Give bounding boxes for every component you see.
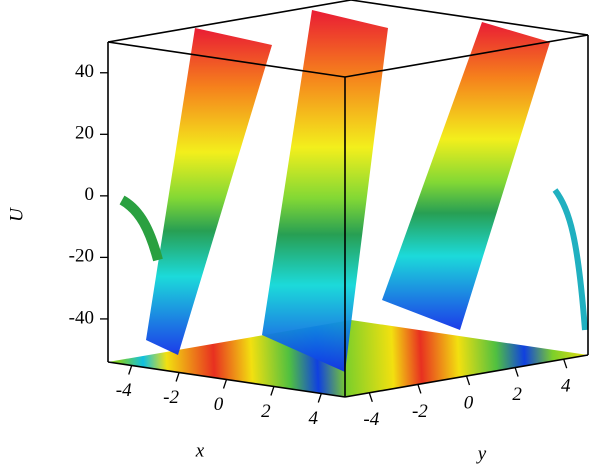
box-edge — [344, 34, 589, 78]
surface-shoulder — [119, 195, 163, 262]
x-tick — [222, 379, 228, 389]
axes-box — [107, 0, 589, 398]
z-tick-label: 20 — [75, 123, 94, 144]
x-tick — [270, 386, 275, 396]
z-tick-label: -20 — [69, 246, 94, 267]
x-tick-label: -4 — [116, 380, 132, 401]
box-edge — [107, 41, 346, 78]
y-axis-label: y — [476, 443, 487, 464]
z-tick-label: 40 — [75, 61, 94, 82]
x-tick-label: 4 — [309, 408, 319, 429]
y-tick — [417, 384, 422, 394]
surface-sheet — [382, 22, 550, 330]
y-tick — [368, 392, 373, 403]
x-tick-label: 0 — [214, 394, 224, 415]
z-tick-label: -40 — [69, 307, 94, 328]
z-axis-label: U — [6, 207, 27, 222]
x-tick-label: 2 — [261, 401, 271, 422]
y-tick — [465, 375, 471, 386]
y-tick-label: 4 — [561, 376, 571, 397]
surface-sheet — [146, 28, 272, 355]
x-tick-label: -2 — [163, 387, 179, 408]
y-tick-label: 0 — [464, 392, 474, 413]
y-tick-label: 2 — [512, 384, 522, 405]
x-axis-label: x — [195, 440, 205, 461]
x-tick — [175, 372, 180, 382]
x-tick — [317, 393, 322, 403]
floor-contour — [108, 320, 588, 397]
y-tick — [514, 367, 519, 377]
box-edge — [107, 0, 352, 43]
y-tick-label: -2 — [412, 401, 428, 422]
y-tick-label: -4 — [363, 409, 379, 430]
z-tick-label: 0 — [85, 184, 95, 205]
x-tick — [128, 365, 133, 375]
y-tick — [563, 358, 568, 369]
box-edge — [350, 0, 589, 36]
surface-sheet — [262, 10, 388, 372]
surface-shoulder — [552, 188, 588, 331]
